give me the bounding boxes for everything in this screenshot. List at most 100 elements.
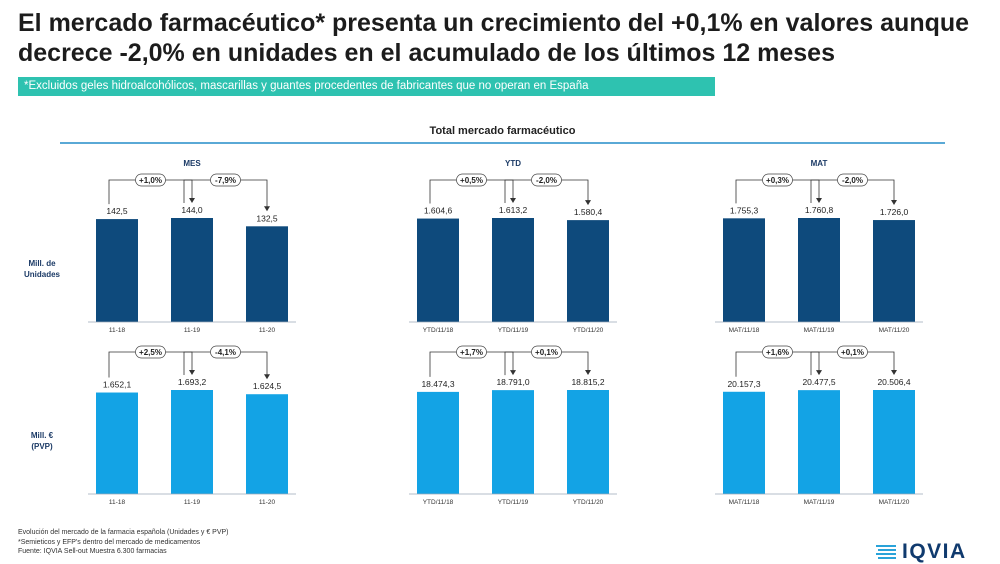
category-label: MAT/11/19 [804, 499, 835, 506]
change-label: +0,1% [841, 348, 864, 357]
category-label: MAT/11/18 [729, 327, 760, 334]
panel-divider [60, 142, 945, 144]
change-arrow [264, 374, 270, 380]
change-pill [210, 345, 241, 359]
bar [798, 390, 840, 494]
category-label: 11-18 [109, 327, 126, 334]
exclusion-note: *Excluidos geles hidroalcohólicos, masca… [18, 77, 715, 96]
bar-value-label: 18.791,0 [496, 377, 529, 387]
category-label: 11-18 [109, 499, 126, 506]
bar-value-label: 1.726,0 [880, 207, 909, 217]
bar-value-label: 20.506,4 [877, 377, 910, 387]
change-pill [210, 173, 241, 187]
change-label: +1,0% [139, 176, 162, 185]
chart-title: YTD [505, 159, 521, 168]
change-pill [762, 173, 793, 187]
change-label: +0,1% [535, 348, 558, 357]
change-pill [456, 345, 487, 359]
logo-waves-icon [876, 545, 896, 559]
footer-notes: Evolución del mercado de la farmacia esp… [18, 528, 229, 557]
bar-value-label: 1.613,2 [499, 205, 528, 215]
change-pill [531, 345, 562, 359]
change-label: -2,0% [842, 176, 863, 185]
category-label: 11-19 [184, 327, 201, 334]
bar [171, 390, 213, 494]
bar [798, 218, 840, 322]
change-label: +0,5% [460, 176, 483, 185]
bar [417, 218, 459, 322]
bar-value-label: 20.157,3 [727, 379, 760, 389]
category-label: YTD/11/18 [423, 327, 454, 334]
category-label: 11-20 [259, 499, 276, 506]
change-label: +0,3% [766, 176, 789, 185]
change-label: +1,7% [460, 348, 483, 357]
bar-value-label: 1.580,4 [574, 207, 603, 217]
category-label: MAT/11/20 [879, 499, 910, 506]
bar [246, 394, 288, 494]
bar-value-label: 20.477,5 [802, 377, 835, 387]
page-title: El mercado farmacéutico* presenta un cre… [18, 9, 970, 67]
bar-value-label: 1.693,2 [178, 377, 207, 387]
category-label: YTD/11/19 [498, 327, 529, 334]
footer-line: *Semieticos y EFP's dentro del mercado d… [18, 538, 201, 546]
bar-value-label: 1.604,6 [424, 206, 453, 216]
bar-value-label: 1.624,5 [253, 381, 282, 391]
bar [723, 218, 765, 322]
chart-title: MES [183, 159, 201, 168]
change-pill [135, 173, 166, 187]
change-pill [456, 173, 487, 187]
bar [171, 218, 213, 322]
change-arrow [510, 370, 516, 376]
change-label: +2,5% [139, 348, 162, 357]
footer-line: Fuente: IQVIA Sell-out Muestra 6.300 far… [18, 548, 167, 555]
change-pill [135, 345, 166, 359]
change-arrow [585, 200, 591, 206]
change-label: -2,0% [536, 176, 557, 185]
bar [567, 220, 609, 322]
row-label-values: Mill. € (PVP) [12, 430, 72, 452]
category-label: YTD/11/20 [573, 499, 604, 506]
change-arrow [189, 198, 195, 203]
row-label-units-text: Mill. de Unidades [23, 259, 60, 279]
chart-title: MAT [811, 159, 828, 168]
bar-value-label: 1.652,1 [103, 380, 132, 390]
category-label: 11-20 [259, 327, 276, 334]
bar-value-label: 142,5 [106, 206, 128, 216]
change-label: -4,1% [215, 348, 236, 357]
bar [567, 390, 609, 494]
bar [492, 390, 534, 494]
change-arrow [264, 206, 270, 212]
category-label: YTD/11/20 [573, 327, 604, 334]
category-label: YTD/11/19 [498, 499, 529, 506]
change-arrow [510, 198, 516, 203]
bar-value-label: 1.755,3 [730, 205, 759, 215]
change-pill [837, 173, 868, 187]
bar [492, 218, 534, 322]
change-arrow [891, 200, 897, 206]
change-arrow [585, 370, 591, 375]
row-label-units: Mill. de Unidades [12, 258, 72, 280]
footer-line: Evolución del mercado de la farmacia esp… [18, 529, 229, 536]
change-arrow [816, 370, 822, 376]
bar-value-label: 144,0 [181, 205, 203, 215]
bar [96, 392, 138, 494]
category-label: YTD/11/18 [423, 499, 454, 506]
category-label: MAT/11/20 [879, 327, 910, 334]
change-arrow [816, 198, 822, 203]
row-label-values-text: Mill. € (PVP) [30, 431, 54, 451]
bar [873, 390, 915, 494]
category-label: MAT/11/18 [729, 499, 760, 506]
bar [873, 220, 915, 322]
change-arrow [189, 370, 195, 375]
change-pill [837, 345, 868, 359]
bar-value-label: 18.474,3 [421, 379, 454, 389]
change-pill [762, 345, 793, 359]
bar-value-label: 132,5 [256, 213, 278, 223]
panel-title: Total mercado farmacéutico [429, 125, 576, 137]
bar-value-label: 18.815,2 [571, 377, 604, 387]
bar [723, 391, 765, 494]
bar [246, 226, 288, 322]
change-pill [531, 173, 562, 187]
bar-value-label: 1.760,8 [805, 205, 834, 215]
